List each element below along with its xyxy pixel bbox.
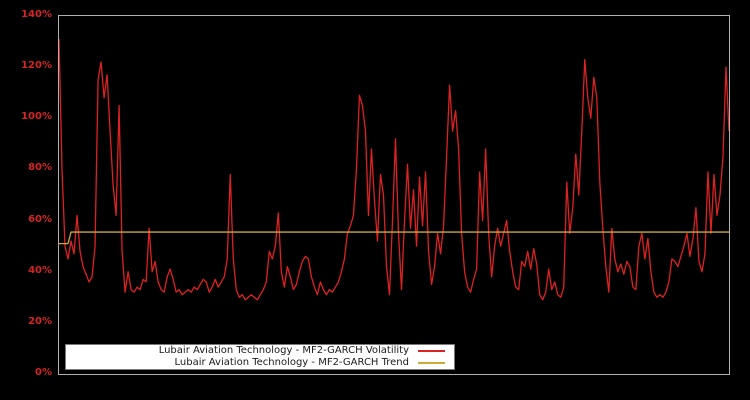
trend-line	[59, 231, 729, 245]
legend-row-volatility: Lubair Aviation Technology - MF2-GARCH V…	[66, 345, 454, 357]
y-axis-tick-label: 140%	[21, 9, 52, 20]
trend-line-swatch	[418, 362, 445, 364]
legend: Lubair Aviation Technology - MF2-GARCH V…	[65, 344, 455, 370]
volatility-line	[59, 38, 729, 301]
legend-label-trend: Lubair Aviation Technology - MF2-GARCH T…	[174, 357, 409, 368]
plot-canvas	[59, 38, 729, 301]
y-axis-tick-label: 120%	[21, 60, 52, 72]
y-axis-tick-label: 40%	[28, 264, 52, 276]
y-axis-tick-label: 0%	[35, 367, 52, 378]
y-axis-tick-label: 60%	[28, 213, 52, 225]
y-axis-tick-label: 100%	[21, 111, 52, 123]
plot-area	[58, 15, 730, 375]
legend-row-trend: Lubair Aviation Technology - MF2-GARCH T…	[66, 357, 454, 369]
y-axis-tick-label: 20%	[28, 315, 52, 327]
legend-label-volatility: Lubair Aviation Technology - MF2-GARCH V…	[158, 345, 409, 356]
y-axis-tick-label: 80%	[28, 162, 52, 174]
volatility-line-swatch	[418, 350, 445, 352]
y-axis: 0% 20% 40% 60% 80% 100% 120% 140%	[0, 0, 52, 400]
